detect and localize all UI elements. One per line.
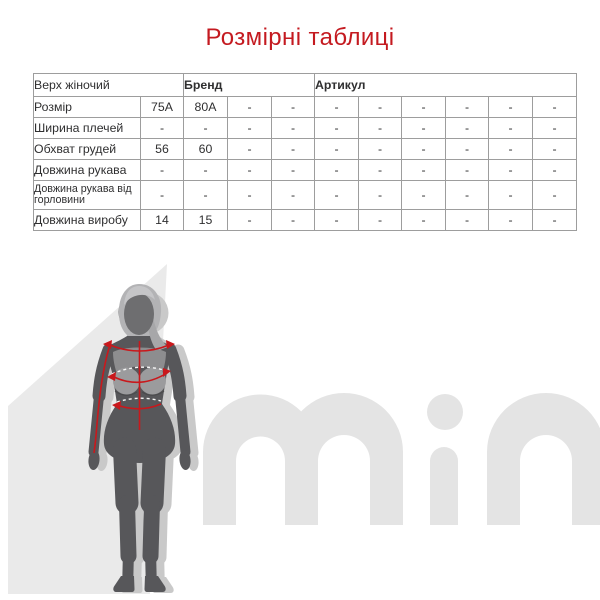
row-label: Довжина рукава xyxy=(33,159,141,181)
row-label: Ширина плечей xyxy=(33,117,141,139)
table-cell: - xyxy=(532,180,577,210)
face xyxy=(124,293,154,335)
table-row-chest: Обхват грудей 56 60 - - - - - - - - xyxy=(33,138,577,160)
table-cell: - xyxy=(227,180,272,210)
row-label: Довжина виробу xyxy=(33,209,141,231)
arrowhead xyxy=(103,340,112,349)
arrowhead xyxy=(163,368,171,377)
table-row-item-length: Довжина виробу 14 15 - - - - - - - - xyxy=(33,209,577,231)
arrowhead xyxy=(166,340,175,349)
table-row-sleeve-length: Довжина рукава - - - - - - - - - - xyxy=(33,159,577,181)
table-cell: - xyxy=(532,209,577,231)
breast-crease-right xyxy=(141,390,165,396)
table-cell: - xyxy=(271,180,315,210)
table-cell: 15 xyxy=(183,209,228,231)
watermark-min-text xyxy=(203,393,600,525)
waist-measure-line xyxy=(116,403,162,410)
table-header-row: Верх жіночий Бренд Артикул xyxy=(33,73,577,97)
breast-right xyxy=(139,367,166,395)
arrowhead xyxy=(112,401,121,410)
table-cell: - xyxy=(140,180,184,210)
table-cell: - xyxy=(358,180,402,210)
group-header-top-womens: Верх жіночий xyxy=(33,73,184,97)
size-table: Верх жіночий Бренд Артикул Розмір 75A 80… xyxy=(33,73,577,231)
sleeve-measure-line xyxy=(93,347,110,454)
table-cell: 14 xyxy=(140,209,184,231)
table-cell: 80A xyxy=(183,96,228,118)
arrowhead xyxy=(107,372,116,381)
chest-measure-line xyxy=(111,372,168,384)
page-title: Розмірні таблиці xyxy=(205,24,395,51)
breast-crease-left xyxy=(114,390,138,396)
table-cell: - xyxy=(445,209,489,231)
group-header-article: Артикул xyxy=(314,73,577,97)
hair-highlight xyxy=(124,286,155,305)
measure-lines xyxy=(93,340,175,454)
